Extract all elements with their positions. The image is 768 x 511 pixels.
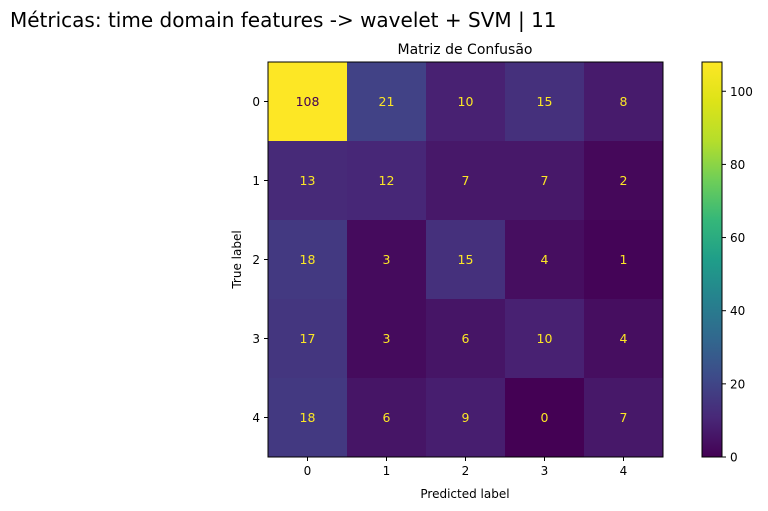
heatmap-cell [426,299,506,379]
y-axis-label: True label [230,230,244,289]
heatmap-cell [426,141,506,221]
cell-value-label: 9 [462,410,470,425]
heatmap-cell [268,378,348,458]
heatmap-cell-labels: 108 21 10 15 8 13 12 7 7 2 18 3 15 4 1 17 3 6 10 4 18 6 9 0 7 [296,94,628,425]
cell-value-label: 3 [383,331,391,346]
y-tick-label: 3 [252,332,260,346]
y-tick-label: 1 [252,174,260,188]
cell-value-label: 8 [620,94,628,109]
colorbar-tick-label: 100 [730,85,753,99]
heatmap-cells [268,62,664,458]
heatmap-cell [347,299,427,379]
x-tick-label: 1 [383,464,391,478]
heatmap-cell [426,220,506,300]
cell-value-label: 13 [300,173,316,188]
heatmap-cell [505,378,585,458]
cell-value-label: 18 [300,410,316,425]
cell-value-label: 1 [620,252,628,267]
heatmap-cell [347,378,427,458]
heatmap-cell [347,62,427,142]
cell-value-label: 6 [462,331,470,346]
heatmap-cell [347,141,427,221]
colorbar-tick-label: 60 [730,231,745,245]
heatmap-cell [505,141,585,221]
heatmap-cell [268,62,348,142]
cell-value-label: 7 [620,410,628,425]
colorbar-tick-label: 80 [730,158,745,172]
x-axis-ticks: 0 1 2 3 4 [304,457,628,478]
heatmap-cell [584,141,664,221]
cell-value-label: 18 [300,252,316,267]
heatmap-cell [268,141,348,221]
heatmap-cell [505,62,585,142]
heatmap-cell [505,220,585,300]
cell-value-label: 4 [541,252,549,267]
heatmap-cell [584,299,664,379]
cell-value-label: 15 [458,252,474,267]
colorbar-tick-label: 40 [730,304,745,318]
heatmap-cell [584,220,664,300]
cell-value-label: 21 [379,94,395,109]
y-tick-label: 0 [252,95,260,109]
heatmap-cell [584,378,664,458]
figure-suptitle: Métricas: time domain features -> wavele… [10,8,557,32]
cell-value-label: 3 [383,252,391,267]
cell-value-label: 15 [537,94,553,109]
x-tick-label: 4 [620,464,628,478]
colorbar-tick-label: 0 [730,451,738,465]
cell-value-label: 0 [541,410,549,425]
heatmap-cell [505,299,585,379]
x-tick-label: 2 [462,464,470,478]
x-tick-label: 3 [541,464,549,478]
cell-value-label: 7 [541,173,549,188]
colorbar [702,62,722,457]
cell-value-label: 10 [458,94,474,109]
y-axis-ticks: 0 1 2 3 4 [252,95,268,425]
y-tick-label: 2 [252,253,260,267]
heatmap-cell [268,299,348,379]
y-tick-label: 4 [252,411,260,425]
heatmap-cell [584,62,664,142]
heatmap-cell [268,220,348,300]
colorbar-frame [701,61,723,458]
cell-value-label: 2 [620,173,628,188]
colorbar-ticks: 0 20 40 60 80 100 [722,85,753,465]
heatmap-cell [426,62,506,142]
colorbar-tick-label: 20 [730,377,745,391]
heatmap-cell [347,220,427,300]
cell-value-label: 108 [296,94,320,109]
cell-value-label: 12 [379,173,395,188]
x-axis-label: Predicted label [420,487,509,501]
cell-value-label: 7 [462,173,470,188]
cell-value-label: 10 [537,331,553,346]
x-tick-label: 0 [304,464,312,478]
cell-value-label: 4 [620,331,628,346]
heatmap-cell [426,378,506,458]
cell-value-label: 6 [383,410,391,425]
cell-value-label: 17 [300,331,316,346]
chart-title: Matriz de Confusão [398,42,533,58]
